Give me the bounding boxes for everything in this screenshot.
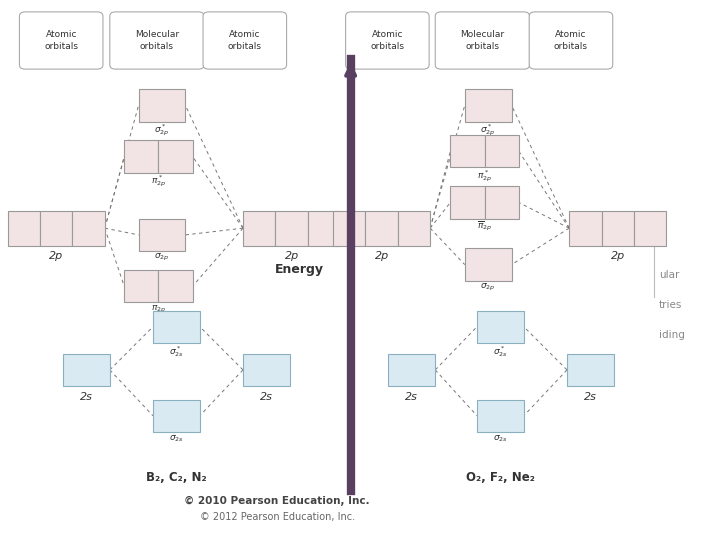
Text: © 2012 Pearson Education, Inc.: © 2012 Pearson Education, Inc. <box>199 512 355 522</box>
Text: $\sigma_{2p}$: $\sigma_{2p}$ <box>154 252 170 264</box>
Text: $\sigma^*_{2p}$: $\sigma^*_{2p}$ <box>480 123 496 138</box>
Bar <box>485 186 518 219</box>
Text: $\pi^*_{2p}$: $\pi^*_{2p}$ <box>477 168 492 184</box>
Text: Energy: Energy <box>275 264 324 276</box>
FancyBboxPatch shape <box>529 12 613 69</box>
Text: Atomic
orbitals: Atomic orbitals <box>44 30 78 51</box>
Text: $\sigma_{2p}$: $\sigma_{2p}$ <box>480 282 496 293</box>
Text: $\sigma_{2s}$: $\sigma_{2s}$ <box>169 433 184 443</box>
Text: $\overline{\pi}_{2p}$: $\overline{\pi}_{2p}$ <box>477 220 492 233</box>
Text: © 2010 Pearson Education, Inc.: © 2010 Pearson Education, Inc. <box>184 496 370 506</box>
Text: B₂, C₂, N₂: B₂, C₂, N₂ <box>146 471 207 484</box>
FancyBboxPatch shape <box>203 12 287 69</box>
Text: $\sigma^*_{2p}$: $\sigma^*_{2p}$ <box>154 123 170 138</box>
Text: 2s: 2s <box>260 392 273 402</box>
Bar <box>158 140 192 173</box>
Text: 2p: 2p <box>49 251 63 261</box>
Bar <box>153 400 199 432</box>
Bar <box>397 211 431 246</box>
Text: 2s: 2s <box>584 392 597 402</box>
Text: 2p: 2p <box>611 251 625 261</box>
Bar <box>366 211 398 246</box>
Text: 2s: 2s <box>80 392 93 402</box>
Text: $\pi_{2p}$: $\pi_{2p}$ <box>150 303 166 315</box>
Bar <box>72 211 105 246</box>
Text: tries: tries <box>659 300 682 310</box>
Bar <box>275 211 307 246</box>
Bar <box>567 354 614 386</box>
Bar <box>124 140 158 173</box>
Bar <box>138 219 186 251</box>
Text: iding: iding <box>659 330 685 340</box>
FancyBboxPatch shape <box>346 12 429 69</box>
Text: $\sigma_{2s}$: $\sigma_{2s}$ <box>493 433 508 443</box>
Bar <box>465 89 512 122</box>
Text: Molecular
orbitals: Molecular orbitals <box>460 30 505 51</box>
Bar <box>477 400 524 432</box>
Bar <box>7 211 40 246</box>
FancyBboxPatch shape <box>435 12 530 69</box>
Bar <box>465 248 512 281</box>
Text: $\sigma^*_{2s}$: $\sigma^*_{2s}$ <box>493 344 508 359</box>
Bar <box>477 310 524 343</box>
Text: Atomic
orbitals: Atomic orbitals <box>370 30 405 51</box>
Text: 2s: 2s <box>405 392 418 402</box>
Bar <box>243 354 289 386</box>
Bar <box>451 186 485 219</box>
Bar <box>389 354 435 386</box>
Text: ular: ular <box>659 271 679 280</box>
Bar <box>138 89 186 122</box>
Text: Atomic
orbitals: Atomic orbitals <box>554 30 588 51</box>
Bar <box>485 135 518 167</box>
Bar <box>451 135 485 167</box>
Text: $\sigma^*_{2s}$: $\sigma^*_{2s}$ <box>169 344 184 359</box>
Text: $\pi^*_{2p}$: $\pi^*_{2p}$ <box>150 174 166 190</box>
FancyBboxPatch shape <box>109 12 204 69</box>
Bar <box>333 211 366 246</box>
FancyBboxPatch shape <box>19 12 103 69</box>
Bar <box>158 270 192 302</box>
Text: 2p: 2p <box>284 251 299 261</box>
Bar <box>243 211 276 246</box>
Bar <box>63 354 109 386</box>
Bar <box>569 211 601 246</box>
Bar <box>124 270 158 302</box>
Bar <box>602 211 634 246</box>
Text: 2p: 2p <box>374 251 389 261</box>
Text: Atomic
orbitals: Atomic orbitals <box>228 30 262 51</box>
Text: O₂, F₂, Ne₂: O₂, F₂, Ne₂ <box>466 471 535 484</box>
Bar <box>40 211 73 246</box>
Text: Molecular
orbitals: Molecular orbitals <box>135 30 179 51</box>
Bar <box>308 211 340 246</box>
Bar <box>634 211 666 246</box>
Bar <box>153 310 199 343</box>
